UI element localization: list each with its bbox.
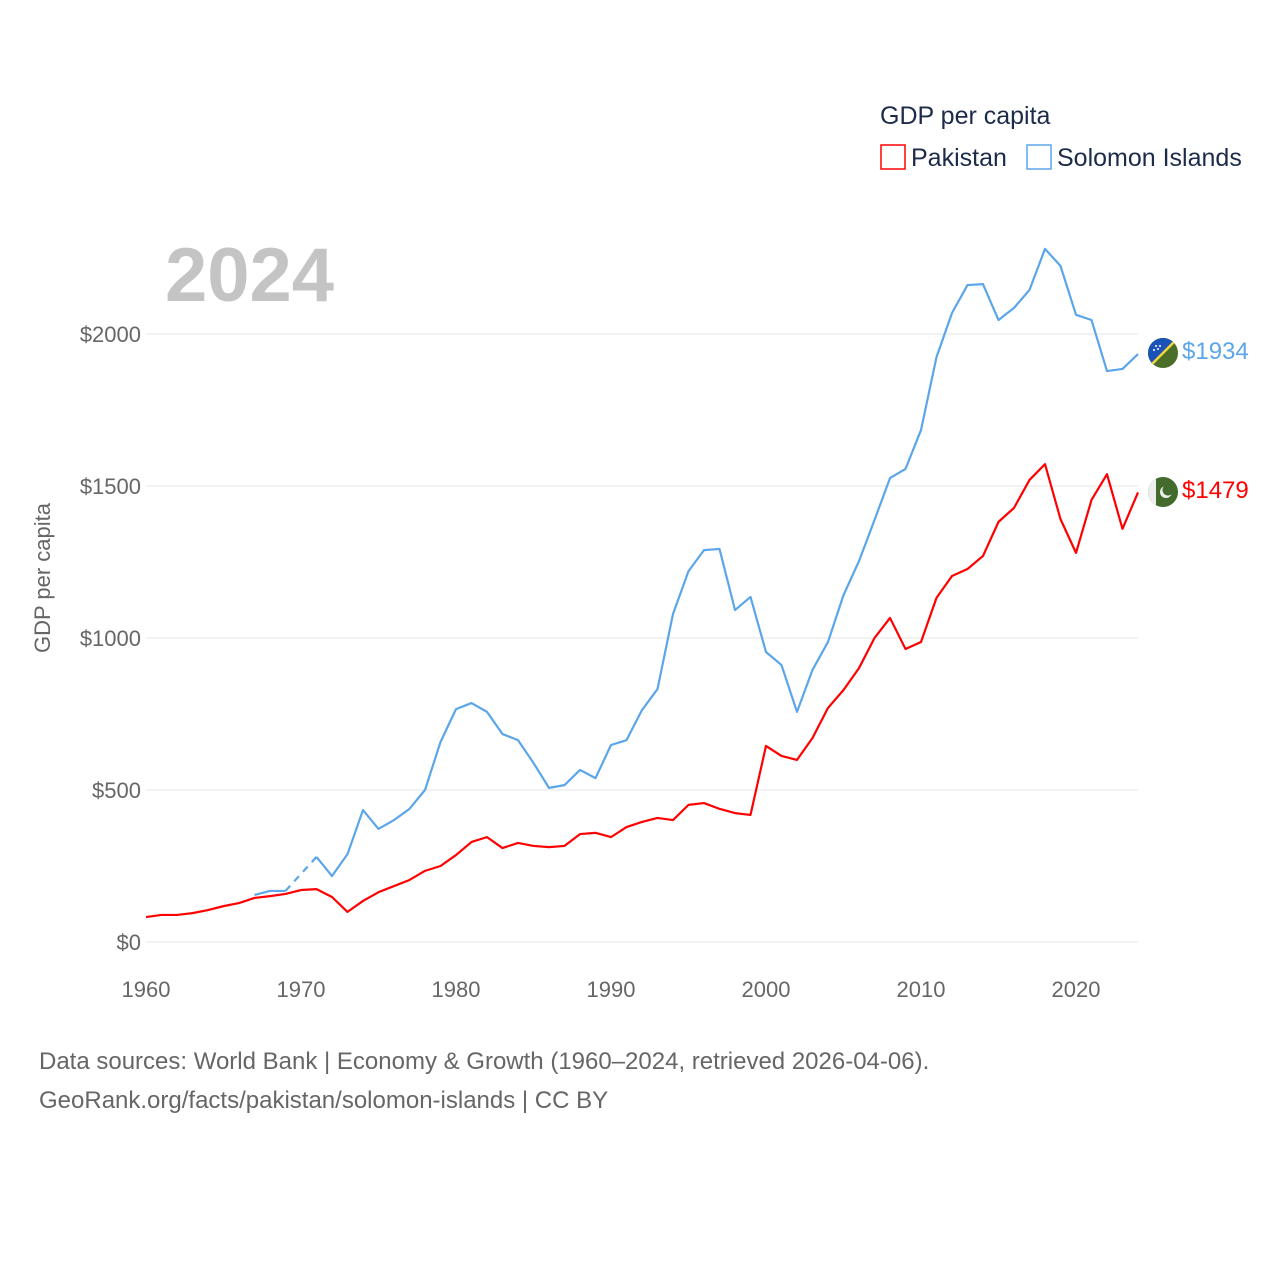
- x-tick-label: 1970: [277, 977, 326, 1002]
- gap-line-solomon-islands: [284, 856, 318, 892]
- x-tick-label: 2010: [897, 977, 946, 1002]
- footer-sources: Data sources: World Bank | Economy & Gro…: [39, 1048, 929, 1075]
- x-axis-ticks: 1960 1970 1980 1990 2000 2010 2020: [122, 977, 1101, 1002]
- legend-swatch-solomon-islands: [1026, 144, 1052, 170]
- y-tick-label: $500: [92, 778, 141, 803]
- y-axis-ticks: $0 $500 $1000 $1500 $2000: [80, 322, 141, 955]
- x-tick-label: 1960: [122, 977, 171, 1002]
- y-tick-label: $2000: [80, 322, 141, 347]
- pakistan-flag-icon: [1148, 477, 1178, 507]
- x-tick-label: 1990: [587, 977, 636, 1002]
- legend-swatch-pakistan: [880, 144, 906, 170]
- end-label-pakistan: $1479: [1182, 477, 1249, 504]
- end-label-solomon-islands: $1934: [1182, 338, 1249, 365]
- y-tick-label: $1500: [80, 474, 141, 499]
- legend-label-solomon-islands: Solomon Islands: [1057, 144, 1242, 172]
- y-axis-label: GDP per capita: [30, 502, 55, 653]
- legend: GDP per capita Pakistan Solomon Islands: [880, 102, 1242, 172]
- solomon-islands-flag-icon: [1148, 338, 1178, 368]
- y-tick-label: $0: [117, 930, 141, 955]
- x-tick-label: 1980: [432, 977, 481, 1002]
- line-pakistan: [145, 463, 1140, 919]
- footer-link[interactable]: GeoRank.org/facts/pakistan/solomon-islan…: [39, 1087, 608, 1114]
- grid-lines: [146, 333, 1138, 943]
- x-tick-label: 2020: [1052, 977, 1101, 1002]
- legend-title: GDP per capita: [880, 102, 1051, 130]
- line-solomon-islands: [315, 247, 1139, 878]
- legend-label-pakistan: Pakistan: [911, 144, 1007, 172]
- series-lines: [145, 247, 1140, 919]
- line-solomon-islands: [254, 889, 286, 896]
- x-tick-label: 2000: [742, 977, 791, 1002]
- y-tick-label: $1000: [80, 626, 141, 651]
- year-label: 2024: [165, 233, 334, 318]
